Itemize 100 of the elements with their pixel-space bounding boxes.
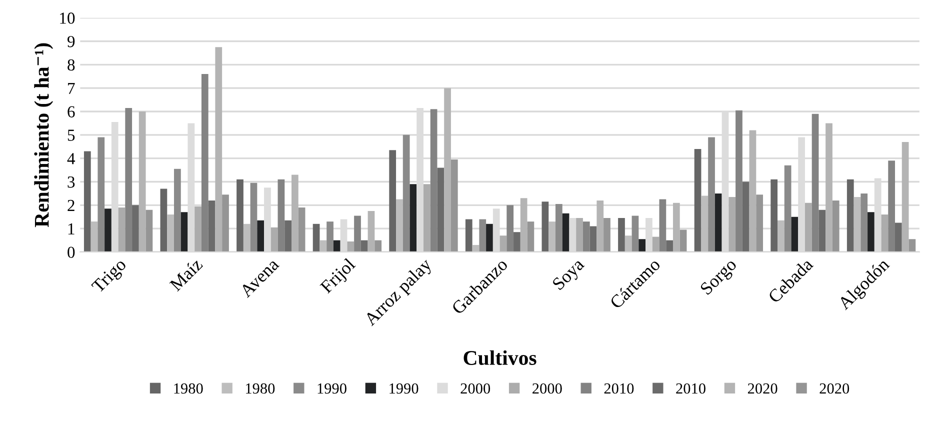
bar xyxy=(312,224,320,252)
y-tick-label: 7 xyxy=(68,82,75,94)
bar xyxy=(694,148,702,252)
bar xyxy=(860,193,868,252)
bar xyxy=(908,239,916,252)
x-axis-title: Cultivos xyxy=(464,350,536,366)
bar xyxy=(778,220,784,252)
y-axis-title: Rendimiento (t ha⁻¹) xyxy=(34,43,54,228)
bar xyxy=(902,142,909,252)
bar xyxy=(118,208,126,252)
bar xyxy=(320,240,327,252)
bar xyxy=(624,236,632,252)
bar xyxy=(832,200,840,252)
bar xyxy=(868,212,874,252)
bar xyxy=(354,216,361,252)
bar xyxy=(514,232,520,252)
bar xyxy=(652,236,660,252)
bar xyxy=(701,196,708,252)
bar xyxy=(236,179,244,252)
bar xyxy=(104,208,112,252)
bar xyxy=(292,174,298,252)
y-tick-label: 10 xyxy=(60,12,75,24)
y-tick-label: 9 xyxy=(67,36,75,48)
legend-label: 2010 xyxy=(676,383,706,394)
bar xyxy=(278,179,285,252)
bar xyxy=(180,212,188,252)
bar xyxy=(146,210,153,252)
legend-label: 2000 xyxy=(460,383,490,394)
bar xyxy=(812,114,819,252)
bar xyxy=(562,213,570,252)
bar xyxy=(576,218,583,252)
bar xyxy=(672,202,680,252)
bar xyxy=(444,88,451,252)
bar xyxy=(500,236,507,252)
bar xyxy=(284,220,292,252)
bar xyxy=(666,240,673,252)
bar xyxy=(215,47,222,252)
bar xyxy=(506,205,514,252)
y-tick-label: 8 xyxy=(68,59,75,71)
bar xyxy=(680,230,687,252)
legend-label: 2000 xyxy=(532,383,562,394)
bar xyxy=(201,74,208,252)
bar xyxy=(90,222,98,252)
bar xyxy=(465,219,472,252)
bar xyxy=(818,210,826,252)
bar xyxy=(596,200,604,252)
x-tick-label: Trigo xyxy=(90,258,130,296)
bar xyxy=(160,188,168,252)
legend-label: 1980 xyxy=(246,383,275,394)
bar xyxy=(742,182,750,252)
bar xyxy=(450,160,458,252)
y-tick-label: 6 xyxy=(68,106,75,118)
bar xyxy=(638,239,646,252)
bar xyxy=(520,198,528,252)
bar xyxy=(174,168,181,252)
bar xyxy=(888,160,896,252)
bar xyxy=(582,222,590,252)
bar xyxy=(423,184,430,252)
bar xyxy=(479,219,486,252)
bar xyxy=(756,194,764,252)
bar xyxy=(749,130,756,252)
bar xyxy=(437,168,444,252)
legend-label: 2020 xyxy=(820,383,850,394)
bar xyxy=(881,214,888,252)
bar xyxy=(527,222,534,252)
legend-label: 1990 xyxy=(390,383,418,394)
bar xyxy=(604,218,610,252)
bar xyxy=(895,222,902,252)
bar xyxy=(618,218,625,252)
legend-label: 2020 xyxy=(748,383,778,394)
bar xyxy=(333,240,340,252)
bar xyxy=(659,199,666,252)
bar xyxy=(590,226,597,252)
y-tick-label: 5 xyxy=(68,130,75,141)
y-tick-label: 2 xyxy=(68,200,74,211)
bar xyxy=(222,194,229,252)
bar xyxy=(374,240,382,252)
bar xyxy=(326,222,334,252)
bar xyxy=(360,240,368,252)
bar xyxy=(770,179,778,252)
bar xyxy=(791,216,798,252)
bar xyxy=(548,222,556,252)
x-tick-label: Soya xyxy=(552,257,588,294)
bar xyxy=(555,204,562,252)
bar xyxy=(138,112,146,252)
bar xyxy=(826,123,832,252)
bar xyxy=(396,199,403,252)
bar xyxy=(846,179,854,252)
bar xyxy=(854,196,861,252)
y-tick-label: 0 xyxy=(68,246,75,258)
bar xyxy=(736,110,742,252)
bar xyxy=(250,182,258,252)
bar xyxy=(804,202,812,252)
bar xyxy=(410,184,417,252)
bar xyxy=(194,206,202,252)
bar xyxy=(243,224,250,252)
y-tick-label: 3 xyxy=(68,176,75,188)
bar xyxy=(714,193,722,252)
bar xyxy=(389,150,396,252)
bar xyxy=(270,227,278,252)
